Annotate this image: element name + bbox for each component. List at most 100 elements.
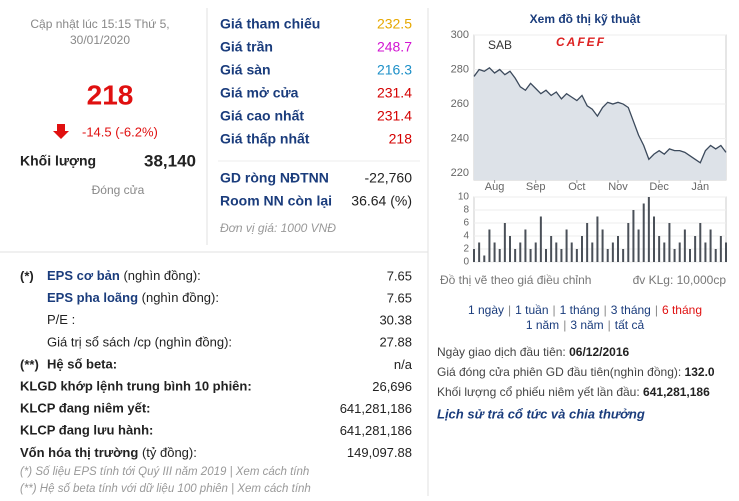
indicator-label: KLGD khớp lệnh trung bình 10 phiên: bbox=[20, 379, 252, 394]
price-value: 231.4 bbox=[377, 108, 412, 124]
volume-bar bbox=[514, 249, 517, 262]
period-link[interactable]: 3 năm bbox=[570, 318, 603, 332]
volume-bar bbox=[611, 242, 614, 262]
info-line: Khối lượng cổ phiếu niêm yết lần đầu: 64… bbox=[437, 385, 710, 399]
info-label: Ngày giao dịch đầu tiên: bbox=[437, 345, 566, 359]
indicator-value: 27.88 bbox=[379, 335, 412, 350]
unit-note: Đơn vị giá: 1000 VNĐ bbox=[220, 221, 336, 235]
indicator-note: (nghìn đồng): bbox=[142, 291, 219, 306]
volume-bar bbox=[632, 210, 635, 262]
indicator-name: KLCP đang lưu hành: bbox=[20, 423, 153, 438]
volume-tick-label: 10 bbox=[458, 192, 470, 203]
last-price: 218 bbox=[87, 79, 134, 110]
volume-bar bbox=[560, 249, 563, 262]
indicator-prefix: (**) bbox=[20, 357, 39, 372]
price-label: Giá cao nhất bbox=[220, 108, 304, 124]
volume-tick-label: 2 bbox=[463, 244, 469, 255]
y-tick-label: 220 bbox=[451, 167, 469, 179]
y-tick-label: 260 bbox=[451, 98, 469, 110]
indicator-name: Giá trị sổ sách /cp bbox=[47, 335, 151, 350]
volume-frame bbox=[473, 196, 727, 263]
volume-bar bbox=[550, 236, 553, 262]
period-link[interactable]: 1 tháng bbox=[560, 303, 600, 317]
series-name: SAB bbox=[488, 38, 512, 52]
volume-bar bbox=[719, 236, 722, 262]
indicator-value: 30.38 bbox=[379, 313, 412, 328]
down-arrow bbox=[53, 124, 69, 139]
chart-title[interactable]: Xem đồ thị kỹ thuật bbox=[530, 12, 641, 26]
dividend-link[interactable]: Lịch sử trả cổ tức và chia thưởng bbox=[437, 406, 645, 421]
footnote: (*) Số liệu EPS tính tới Quý III năm 201… bbox=[20, 466, 309, 478]
indicator-value: 26,696 bbox=[372, 379, 412, 394]
price-value: 232.5 bbox=[377, 16, 412, 32]
indicator-name: KLCP đang niêm yết: bbox=[20, 401, 151, 416]
foreign-value: 36.64 (%) bbox=[351, 193, 412, 209]
volume-tick-label: 6 bbox=[463, 218, 469, 229]
volume-bar bbox=[709, 229, 712, 262]
x-tick-label: Aug bbox=[485, 181, 505, 193]
volume-bar bbox=[714, 249, 717, 262]
volume-bar bbox=[622, 249, 625, 262]
period-link[interactable]: 1 năm bbox=[526, 318, 559, 332]
y-tick-label: 300 bbox=[451, 29, 469, 41]
volume-bar bbox=[606, 249, 609, 262]
volume-bar bbox=[617, 236, 619, 262]
volume-bar bbox=[699, 223, 702, 262]
price-label: Giá trần bbox=[220, 39, 273, 55]
volume-bar bbox=[519, 242, 522, 262]
price-label: Giá sàn bbox=[220, 62, 271, 78]
volume-bar bbox=[570, 242, 573, 262]
info-value: 641,281,186 bbox=[643, 385, 710, 399]
indicator-name: Vốn hóa thị trường bbox=[20, 445, 138, 460]
foreign-label: GD ròng NĐTNN bbox=[220, 170, 329, 186]
volume-bar bbox=[596, 216, 599, 262]
period-separator: | bbox=[553, 303, 556, 317]
info-label: Giá đóng cửa phiên GD đầu tiên(nghìn đồn… bbox=[437, 365, 681, 379]
x-tick-label: Jan bbox=[691, 181, 709, 193]
volume-bar bbox=[488, 229, 491, 262]
indicator-label: Giá trị sổ sách /cp (nghìn đồng): bbox=[47, 335, 232, 350]
chart-unit: đv KLg: 10,000cp bbox=[633, 273, 727, 287]
indicator-name: EPS cơ bản bbox=[47, 268, 120, 283]
volume-bar bbox=[663, 242, 666, 262]
price-value: 231.4 bbox=[377, 85, 412, 101]
indicator-value: 149,097.88 bbox=[347, 445, 412, 460]
period-link[interactable]: 1 tuần bbox=[515, 303, 548, 317]
period-link[interactable]: 6 tháng bbox=[662, 303, 702, 317]
price-label: Giá mở cửa bbox=[220, 85, 299, 101]
chart-note: Đồ thị vẽ theo giá điều chỉnh bbox=[440, 273, 591, 287]
indicator-label: P/E : bbox=[47, 313, 75, 328]
volume-bar bbox=[642, 203, 645, 262]
volume-tick-label: 0 bbox=[463, 257, 469, 268]
indicator-value: 7.65 bbox=[387, 291, 412, 306]
volume-bar bbox=[668, 223, 671, 262]
indicator-value: n/a bbox=[394, 357, 413, 372]
volume-bar bbox=[539, 216, 542, 262]
indicator-name: P/E : bbox=[47, 313, 75, 328]
y-tick-label: 280 bbox=[451, 63, 469, 75]
x-tick-label: Oct bbox=[568, 181, 585, 193]
volume-bar bbox=[478, 242, 481, 262]
volume-bar bbox=[627, 223, 630, 262]
x-tick-label: Dec bbox=[649, 181, 669, 193]
period-link[interactable]: 3 tháng bbox=[611, 303, 651, 317]
price-area bbox=[474, 67, 726, 180]
period-separator: | bbox=[608, 318, 611, 332]
price-value: 248.7 bbox=[377, 39, 412, 55]
period-link[interactable]: 1 ngày bbox=[468, 303, 504, 317]
volume-bar bbox=[575, 249, 578, 262]
volume-bar bbox=[524, 229, 527, 262]
volume-bar bbox=[683, 229, 686, 262]
x-tick-label: Sep bbox=[526, 181, 546, 193]
indicator-prefix: (*) bbox=[20, 268, 34, 283]
x-tick-label: Nov bbox=[608, 181, 628, 193]
volume-bar bbox=[545, 249, 547, 262]
indicator-name: Hệ số beta: bbox=[47, 357, 117, 372]
volume-bar bbox=[493, 242, 496, 262]
volume-bar bbox=[473, 249, 475, 262]
period-link[interactable]: tất cả bbox=[615, 318, 645, 332]
volume-bar bbox=[529, 249, 532, 262]
volume-bar bbox=[678, 242, 681, 262]
volume-bar bbox=[503, 223, 506, 262]
